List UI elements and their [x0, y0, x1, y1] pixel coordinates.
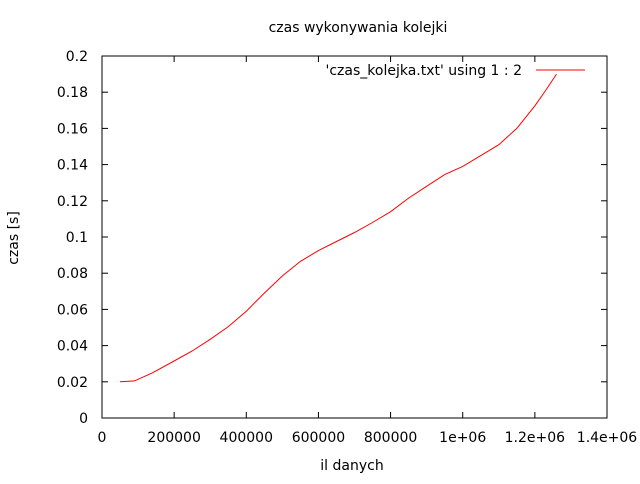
y-axis-label: czas [s]: [6, 211, 22, 265]
chart-title: czas wykonywania kolejki: [269, 20, 448, 36]
legend: 'czas_kolejka.txt' using 1 : 2: [326, 63, 585, 79]
x-tick-label: 400000: [220, 430, 273, 446]
y-tick-label: 0.12: [57, 194, 88, 210]
y-tick-label: 0: [79, 411, 88, 427]
x-tick-label: 800000: [364, 430, 417, 446]
y-tick-label: 0.18: [57, 85, 88, 101]
y-tick-label: 0.06: [57, 302, 88, 318]
plot-frame: [101, 55, 608, 419]
x-tick-label: 600000: [292, 430, 345, 446]
y-tick-label: 0.14: [57, 158, 88, 174]
series-line: [119, 73, 557, 383]
x-tick-label: 0: [98, 430, 107, 446]
x-tick-label: 1.2e+06: [505, 430, 566, 446]
y-tick-label: 0.2: [66, 49, 88, 65]
axis-tick-labels: 0 200000 400000 600000 800000 1e+06 1.2e+06 1.4…: [57, 49, 637, 446]
legend-entry-label: 'czas_kolejka.txt' using 1 : 2: [326, 63, 523, 79]
x-tick-label: 200000: [147, 430, 200, 446]
y-tick-label: 0.02: [57, 375, 88, 391]
series-layer: [119, 73, 557, 383]
y-tick-label: 0.04: [57, 339, 88, 355]
y-tick-label: 0.08: [57, 266, 88, 282]
x-axis-label: il danych: [320, 458, 383, 474]
y-tick-label: 0.16: [57, 121, 88, 137]
y-tick-label: 0.1: [66, 230, 88, 246]
x-tick-label: 1e+06: [439, 430, 486, 446]
x-tick-label: 1.4e+06: [577, 430, 638, 446]
